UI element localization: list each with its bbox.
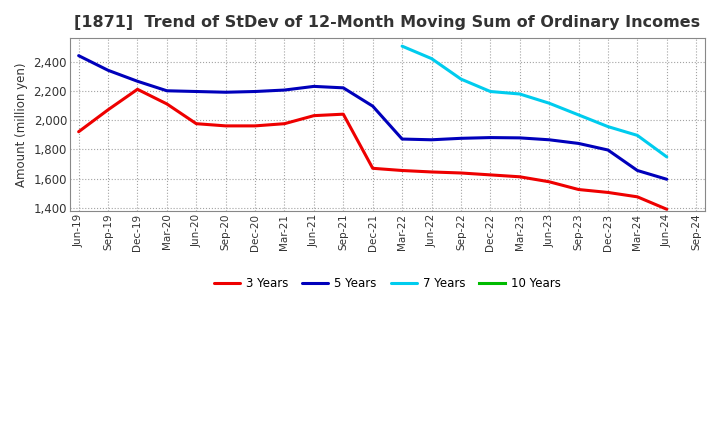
5 Years xyxy=(662,176,671,182)
7 Years xyxy=(545,101,554,106)
5 Years xyxy=(192,89,201,94)
5 Years xyxy=(221,90,230,95)
7 Years xyxy=(486,89,495,94)
5 Years xyxy=(104,68,112,73)
3 Years xyxy=(192,121,201,126)
3 Years xyxy=(397,168,406,173)
7 Years xyxy=(427,56,436,61)
3 Years xyxy=(516,174,524,180)
5 Years xyxy=(545,137,554,143)
3 Years xyxy=(575,187,583,192)
3 Years xyxy=(369,166,377,171)
3 Years xyxy=(456,170,465,176)
5 Years xyxy=(427,137,436,143)
5 Years xyxy=(163,88,171,93)
7 Years xyxy=(516,92,524,97)
Y-axis label: Amount (million yen): Amount (million yen) xyxy=(15,62,28,187)
7 Years xyxy=(397,44,406,49)
5 Years xyxy=(633,168,642,173)
Title: [1871]  Trend of StDev of 12-Month Moving Sum of Ordinary Incomes: [1871] Trend of StDev of 12-Month Moving… xyxy=(74,15,701,30)
7 Years xyxy=(456,77,465,82)
3 Years xyxy=(662,207,671,212)
5 Years xyxy=(74,53,83,59)
5 Years xyxy=(575,141,583,146)
5 Years xyxy=(603,147,612,153)
3 Years xyxy=(104,107,112,113)
5 Years xyxy=(280,88,289,93)
Line: 3 Years: 3 Years xyxy=(78,89,667,209)
5 Years xyxy=(486,135,495,140)
7 Years xyxy=(603,124,612,129)
7 Years xyxy=(662,154,671,160)
5 Years xyxy=(397,136,406,142)
Line: 7 Years: 7 Years xyxy=(402,46,667,157)
3 Years xyxy=(133,87,142,92)
Legend: 3 Years, 5 Years, 7 Years, 10 Years: 3 Years, 5 Years, 7 Years, 10 Years xyxy=(209,272,566,295)
3 Years xyxy=(221,123,230,128)
3 Years xyxy=(486,172,495,177)
7 Years xyxy=(575,112,583,117)
3 Years xyxy=(545,179,554,184)
7 Years xyxy=(633,133,642,138)
3 Years xyxy=(251,123,259,128)
5 Years xyxy=(339,85,348,91)
3 Years xyxy=(633,194,642,199)
3 Years xyxy=(74,129,83,134)
3 Years xyxy=(339,111,348,117)
3 Years xyxy=(603,190,612,195)
5 Years xyxy=(456,136,465,141)
Line: 5 Years: 5 Years xyxy=(78,56,667,179)
5 Years xyxy=(310,84,318,89)
3 Years xyxy=(163,101,171,106)
3 Years xyxy=(427,169,436,175)
5 Years xyxy=(251,89,259,94)
5 Years xyxy=(369,103,377,109)
3 Years xyxy=(280,121,289,126)
3 Years xyxy=(310,113,318,118)
5 Years xyxy=(133,79,142,84)
5 Years xyxy=(516,135,524,140)
